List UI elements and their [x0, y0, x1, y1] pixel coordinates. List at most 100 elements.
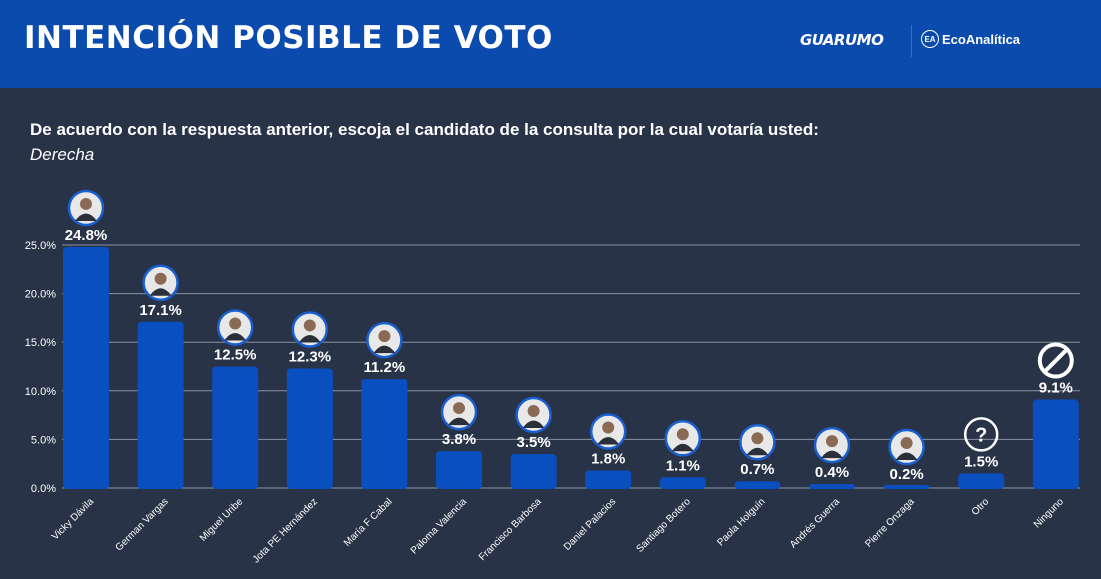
- photo-body: [448, 417, 470, 426]
- data-label: 1.8%: [591, 451, 625, 468]
- photo-body: [373, 345, 396, 354]
- photo-body: [224, 333, 247, 341]
- y-tick-label: 20.0%: [25, 289, 56, 301]
- data-label: 1.5%: [964, 453, 998, 470]
- x-tick-label: Santiago Botero: [634, 496, 693, 555]
- photo-body: [671, 443, 694, 452]
- photo-head: [826, 435, 838, 448]
- x-tick-label: Andrés Guerra: [788, 496, 842, 550]
- data-label: 0.4%: [815, 464, 849, 481]
- candidate-photo-icon: [440, 393, 478, 431]
- candidate-photo-icon: [813, 426, 851, 464]
- ecoanalitica-mark-icon: EA: [921, 30, 939, 48]
- x-tick-label: Pierre Onzaga: [863, 496, 917, 550]
- bar: [436, 451, 482, 489]
- data-label: 24.8%: [65, 227, 108, 244]
- bar: [137, 321, 184, 489]
- candidate-photo-icon: [291, 311, 329, 348]
- photo-body: [746, 447, 769, 456]
- prohibited-slash: [1043, 348, 1069, 373]
- x-tick-label: German Vargas: [114, 496, 171, 553]
- guarumo-logo: GUARUMO: [800, 31, 884, 49]
- bar: [510, 453, 557, 489]
- photo-body: [298, 334, 321, 343]
- photo-body: [895, 452, 918, 461]
- bar: [809, 484, 855, 489]
- photo-head: [527, 404, 540, 417]
- data-label: 11.2%: [364, 359, 406, 376]
- y-tick-label: 25.0%: [25, 240, 56, 252]
- question-circle: [963, 417, 999, 452]
- bar: [883, 485, 930, 489]
- bar: [585, 470, 632, 489]
- survey-question: De acuerdo con la respuesta anterior, es…: [30, 120, 819, 139]
- question-icon: ?: [963, 417, 999, 452]
- bar: [659, 477, 706, 489]
- photo-head: [676, 428, 689, 441]
- x-tick-label: Vicky Dávila: [50, 496, 96, 542]
- x-tick-label: Miguel Uribe: [198, 496, 246, 544]
- x-tick-label: Paloma Valencia: [409, 496, 470, 557]
- candidate-photo-icon: [67, 189, 105, 227]
- bar: [361, 379, 408, 489]
- photo-body: [821, 450, 843, 459]
- data-label: 17.1%: [139, 302, 182, 319]
- bar: [734, 481, 781, 489]
- candidate-photo-icon: [142, 264, 179, 302]
- candidate-photo-icon: [216, 309, 254, 346]
- candidate-photo-icon: [739, 423, 776, 461]
- candidate-photo-icon: [888, 428, 925, 466]
- data-label: 3.5%: [516, 434, 550, 451]
- photo-head: [229, 317, 242, 330]
- prohibited-icon: [1037, 342, 1074, 379]
- y-tick-label: 10.0%: [25, 386, 56, 398]
- data-label: 3.8%: [442, 431, 476, 448]
- data-label: 12.5%: [214, 347, 257, 364]
- bar: [286, 368, 333, 489]
- photo-head: [453, 402, 465, 415]
- x-tick-label: Otro: [970, 496, 992, 518]
- photo-head: [154, 272, 167, 285]
- photo-head: [900, 437, 913, 450]
- photo-head: [303, 319, 316, 332]
- question-mark: ?: [975, 424, 987, 446]
- photo-head: [751, 432, 764, 445]
- bar: [212, 366, 259, 489]
- ecoanalitica-logo-text: EcoAnalítica: [942, 31, 1021, 47]
- y-tick-label: 5.0%: [31, 434, 56, 446]
- data-label: 9.1%: [1039, 380, 1073, 397]
- photo-head: [602, 421, 615, 434]
- photo-body: [522, 420, 545, 428]
- x-tick-label: Jota PE Hernández: [251, 496, 320, 565]
- y-tick-label: 15.0%: [25, 337, 56, 349]
- candidate-photo-icon: [589, 413, 627, 450]
- photo-head: [378, 330, 391, 343]
- x-tick-label: Ninguno: [1032, 496, 1066, 530]
- data-label: 1.1%: [666, 457, 700, 474]
- x-tick-label: María F Cabal: [342, 496, 395, 549]
- bar: [958, 473, 1005, 489]
- x-tick-label: Daniel Palacios: [562, 496, 619, 553]
- bar: [1032, 399, 1079, 489]
- candidate-photo-icon: [515, 396, 552, 434]
- ecoanalitica-logo: EA EcoAnalítica: [921, 30, 1020, 48]
- chart-subtitle: Derecha: [30, 145, 95, 164]
- x-tick-label: Paola Holguín: [715, 496, 767, 548]
- prohibited-circle: [1037, 342, 1074, 379]
- header-bar: INTENCIÓN POSIBLE DE VOTO GUARUMO EA Eco…: [0, 0, 1101, 88]
- y-tick-label: 0.0%: [31, 483, 56, 495]
- candidate-photo-icon: [664, 420, 702, 457]
- bar: [63, 246, 109, 489]
- page-title: INTENCIÓN POSIBLE DE VOTO: [24, 20, 553, 56]
- logo-divider: [911, 25, 912, 57]
- candidate-photo-icon: [366, 321, 403, 359]
- photo-body: [597, 437, 620, 445]
- photo-body: [75, 213, 97, 221]
- data-label: 0.2%: [889, 466, 923, 483]
- data-label: 0.7%: [740, 461, 774, 478]
- photo-body: [149, 288, 172, 296]
- data-label: 12.3%: [289, 348, 332, 365]
- photo-head: [80, 197, 92, 210]
- x-tick-label: Francisco Barbosa: [477, 496, 544, 563]
